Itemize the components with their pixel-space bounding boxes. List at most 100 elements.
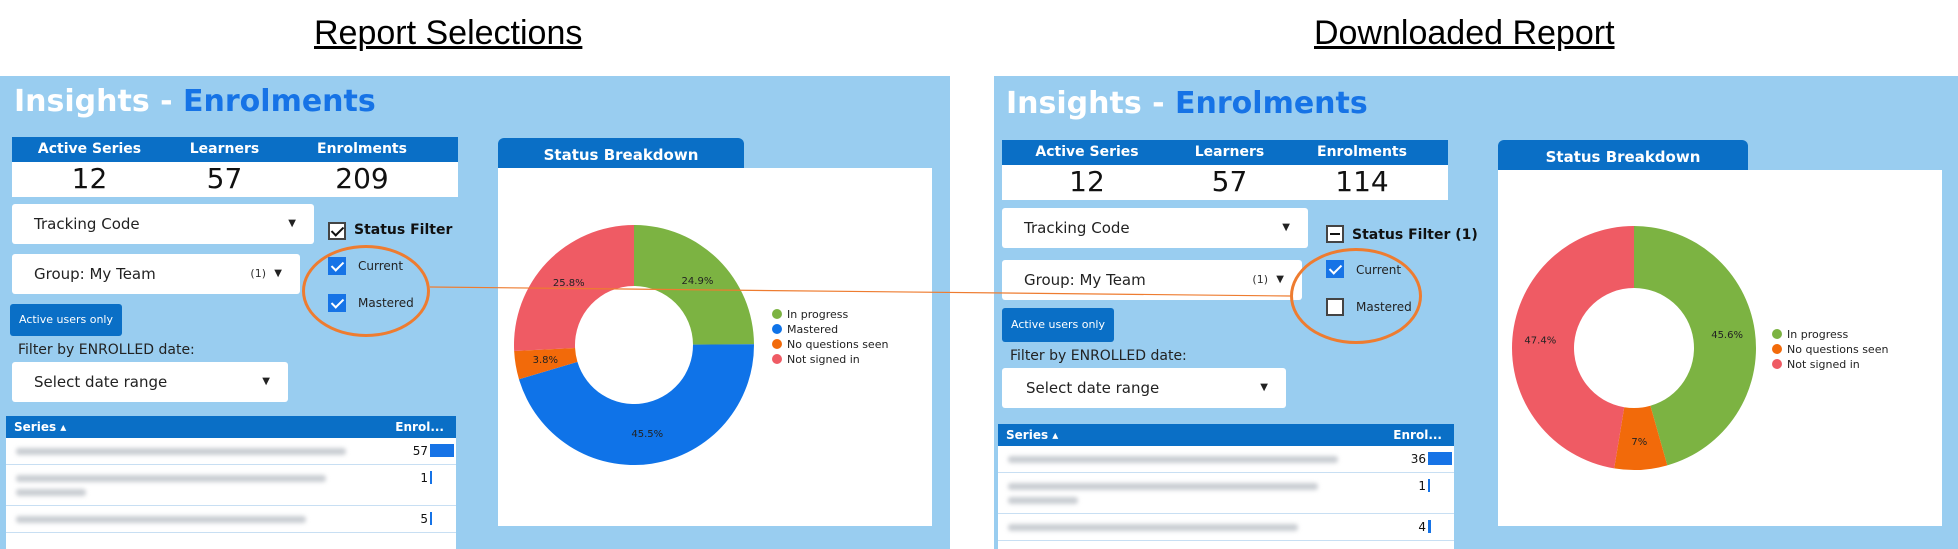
enrol-bar [430, 512, 432, 525]
highlight-oval-right [1290, 248, 1422, 344]
donut-slice-in-progress[interactable] [634, 225, 754, 345]
tracking-code-dropdown[interactable]: Tracking Code ▼ [1002, 208, 1308, 248]
date-range-dropdown[interactable]: Select date range ▼ [12, 362, 288, 402]
series-name-redacted [1008, 456, 1338, 463]
table-row[interactable]: 5 [6, 506, 456, 533]
status-donut-chart: 24.9% 45.5% 3.8% 25.8% [514, 225, 754, 466]
legend-item-in-progress: In progress [1772, 328, 1888, 341]
downloaded-report-panel: Insights - Enrolments Active Series Lear… [994, 76, 1958, 549]
tracking-code-label: Tracking Code [1024, 219, 1130, 237]
slice-label: 47.4% [1524, 335, 1556, 346]
legend-item-no-questions-seen: No questions seen [1772, 343, 1888, 356]
stats-scorecard: Active Series Learners Enrolments 12 57 … [1002, 140, 1448, 200]
table-row[interactable]: 1 [6, 465, 456, 506]
column-enrol[interactable]: Enrol... [1393, 428, 1442, 442]
legend-item-not-signed-in: Not signed in [1772, 358, 1888, 371]
series-name-redacted [1008, 483, 1318, 490]
stat-value-enrolments: 209 [335, 162, 389, 195]
series-table: Series ▴ Enrol... 36 1 4 [998, 424, 1454, 549]
enrol-value: 36 [1410, 452, 1426, 466]
active-users-only-button[interactable]: Active users only [10, 304, 122, 336]
stat-value-active-series: 12 [1069, 165, 1105, 198]
filter-enrolled-date-label: Filter by ENROLLED date: [18, 342, 195, 358]
series-name-redacted [1008, 497, 1078, 504]
title-accent: Enrolments [1175, 86, 1368, 121]
title-accent: Enrolments [183, 84, 376, 119]
title-prefix: Insights - [14, 84, 184, 119]
series-table: Series ▴ Enrol... 57 1 5 [6, 416, 456, 549]
stat-header-active-series: Active Series [1035, 144, 1139, 160]
active-users-only-button[interactable]: Active users only [1002, 308, 1114, 342]
column-series[interactable]: Series ▴ [14, 420, 67, 434]
table-row[interactable]: 36 [998, 446, 1454, 473]
group-count: (1) [250, 267, 266, 280]
legend-dot-icon [1772, 344, 1782, 354]
group-dropdown[interactable]: Group: My Team (1) ▼ [12, 254, 300, 294]
legend-dot-icon [1772, 329, 1782, 339]
status-breakdown-tab[interactable]: Status Breakdown [498, 138, 744, 172]
legend-dot-icon [772, 354, 782, 364]
status-filter-all-checkbox[interactable] [328, 222, 346, 240]
stat-header-enrolments: Enrolments [317, 141, 407, 157]
enrol-bar [430, 471, 432, 484]
table-header: Series ▴ Enrol... [998, 424, 1454, 446]
page-title: Insights - Enrolments [1006, 86, 1368, 121]
date-range-dropdown[interactable]: Select date range ▼ [1002, 368, 1286, 408]
stat-header-enrolments: Enrolments [1317, 144, 1407, 160]
date-range-label: Select date range [34, 373, 168, 391]
enrol-bar [1428, 520, 1431, 533]
donut-slice-in-progress[interactable] [1634, 226, 1756, 466]
slice-label: 3.8% [533, 355, 558, 366]
report-selections-panel: Insights - Enrolments Active Series Lear… [0, 76, 950, 549]
stats-scorecard: Active Series Learners Enrolments 12 57 … [12, 137, 458, 197]
table-row[interactable]: 4 [998, 514, 1454, 541]
slice-label: 24.9% [682, 276, 714, 287]
donut-slice-not-signed-in[interactable] [1512, 226, 1634, 469]
table-row[interactable]: 1 [998, 473, 1454, 514]
series-name-redacted [16, 448, 346, 455]
group-label: Group: My Team [1024, 271, 1146, 289]
enrol-value: 5 [420, 512, 428, 526]
heading-report-selections: Report Selections [314, 14, 583, 52]
status-filter-all-checkbox[interactable] [1326, 225, 1344, 243]
status-donut-chart: 45.6% 7% 47.4% [1512, 226, 1756, 470]
legend-dot-icon [1772, 359, 1782, 369]
legend-dot-icon [772, 339, 782, 349]
chevron-down-icon: ▼ [274, 268, 282, 279]
group-count: (1) [1252, 273, 1268, 286]
title-prefix: Insights - [1006, 86, 1176, 121]
stat-value-enrolments: 114 [1335, 165, 1389, 198]
chevron-down-icon: ▼ [1260, 382, 1268, 393]
legend-item-not-signed-in: Not signed in [772, 353, 888, 366]
legend-item-in-progress: In progress [772, 308, 888, 321]
donut-slice-no-questions-seen[interactable] [514, 347, 578, 380]
enrol-value: 4 [1418, 520, 1426, 534]
donut-slice-mastered[interactable] [518, 344, 754, 466]
enrol-bar [1428, 479, 1430, 492]
group-dropdown[interactable]: Group: My Team (1) ▼ [1002, 260, 1302, 300]
stat-value-learners: 57 [206, 162, 243, 195]
slice-label: 7% [1631, 437, 1647, 448]
column-enrol[interactable]: Enrol... [395, 420, 444, 434]
slice-label: 25.8% [553, 278, 585, 289]
page-title: Insights - Enrolments [14, 84, 376, 119]
donut-slice-no-questions-seen[interactable] [1614, 405, 1668, 470]
slice-label: 45.5% [631, 429, 663, 440]
group-label: Group: My Team [34, 265, 156, 283]
legend-dot-icon [772, 324, 782, 334]
stat-header-learners: Learners [1194, 144, 1265, 160]
chart-legend: In progress Mastered No questions seen N… [772, 308, 888, 366]
tracking-code-dropdown[interactable]: Tracking Code ▼ [12, 204, 314, 244]
status-breakdown-card: 24.9% 45.5% 3.8% 25.8% In progress Mastered… [498, 168, 932, 526]
status-breakdown-tab[interactable]: Status Breakdown [1498, 140, 1748, 174]
filter-enrolled-date-label: Filter by ENROLLED date: [1010, 348, 1187, 364]
column-series[interactable]: Series ▴ [1006, 428, 1059, 442]
enrol-value: 57 [412, 444, 428, 458]
legend-item-mastered: Mastered [772, 323, 888, 336]
series-name-redacted [16, 489, 86, 496]
tracking-code-label: Tracking Code [34, 215, 140, 233]
slice-label: 45.6% [1711, 330, 1743, 341]
legend-item-no-questions-seen: No questions seen [772, 338, 888, 351]
enrol-bar [1428, 452, 1452, 465]
table-row[interactable]: 57 [6, 438, 456, 465]
